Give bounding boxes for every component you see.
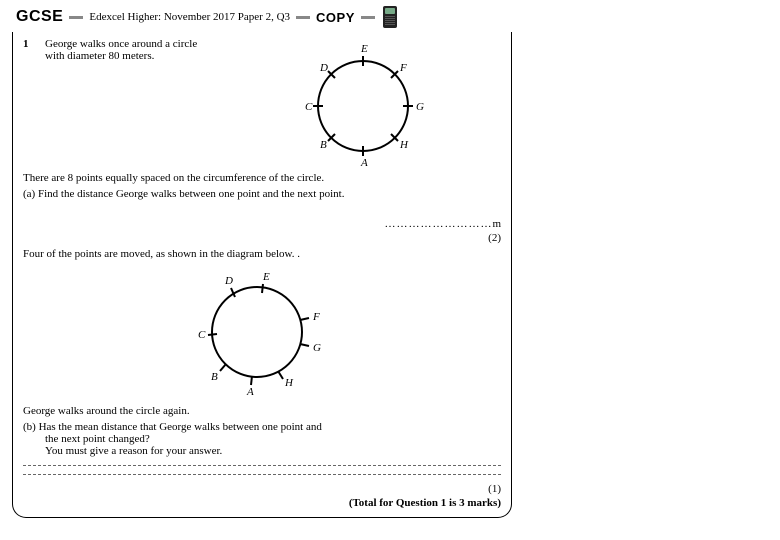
part-b: (b) Has the mean distance that George wa…	[23, 421, 501, 457]
copy-tag: COPY	[316, 10, 355, 25]
moved-line: Four of the points are moved, as shown i…	[23, 248, 501, 260]
svg-text:G: G	[313, 342, 321, 354]
svg-text:D: D	[319, 62, 328, 74]
svg-text:H: H	[399, 139, 409, 151]
svg-text:B: B	[320, 139, 327, 151]
answer-rule-2	[23, 474, 501, 475]
answer-rule-1	[23, 465, 501, 466]
calculator-icon	[383, 6, 397, 28]
dash-icon	[296, 16, 310, 19]
question-number: 1	[23, 38, 35, 50]
question-frame: 1 George walks once around a circle with…	[12, 32, 512, 518]
svg-text:C: C	[305, 101, 313, 113]
svg-text:G: G	[416, 101, 424, 113]
svg-text:A: A	[360, 157, 368, 168]
svg-text:E: E	[360, 43, 368, 55]
answer-dots: ………………………	[384, 218, 492, 230]
svg-text:D: D	[224, 275, 233, 287]
diagram-2: D E F G H A B C	[23, 264, 501, 399]
brand: GCSE	[16, 8, 63, 26]
total-marks: (Total for Question 1 is 3 marks)	[23, 497, 501, 509]
part-b-line2: the next point changed?	[45, 433, 150, 445]
header: GCSE Edexcel Higher: November 2017 Paper…	[12, 4, 512, 32]
svg-text:F: F	[399, 62, 407, 74]
circle1-desc: There are 8 points equally spaced on the…	[23, 172, 501, 184]
walk-again: George walks around the circle again.	[23, 405, 501, 417]
svg-text:A: A	[246, 386, 254, 398]
header-title: Edexcel Higher: November 2017 Paper 2, Q…	[89, 11, 290, 23]
svg-text:F: F	[312, 311, 320, 323]
part-b-line1: (b) Has the mean distance that George wa…	[23, 421, 322, 433]
svg-text:H: H	[284, 377, 294, 389]
svg-text:B: B	[211, 371, 218, 383]
diagram-1: E F G H A B C D	[225, 38, 501, 168]
marks-a: (2)	[23, 232, 501, 244]
svg-text:C: C	[198, 329, 206, 341]
answer-line-a: ………………………m	[23, 218, 501, 230]
marks-b: (1)	[23, 483, 501, 495]
dash-icon	[361, 16, 375, 19]
svg-text:E: E	[262, 271, 270, 283]
answer-unit: m	[492, 218, 501, 230]
part-a: (a) Find the distance George walks betwe…	[23, 188, 501, 200]
dash-icon	[69, 16, 83, 19]
part-b-line3: You must give a reason for your answer.	[45, 445, 222, 457]
question-intro: George walks once around a circle with d…	[45, 38, 215, 62]
